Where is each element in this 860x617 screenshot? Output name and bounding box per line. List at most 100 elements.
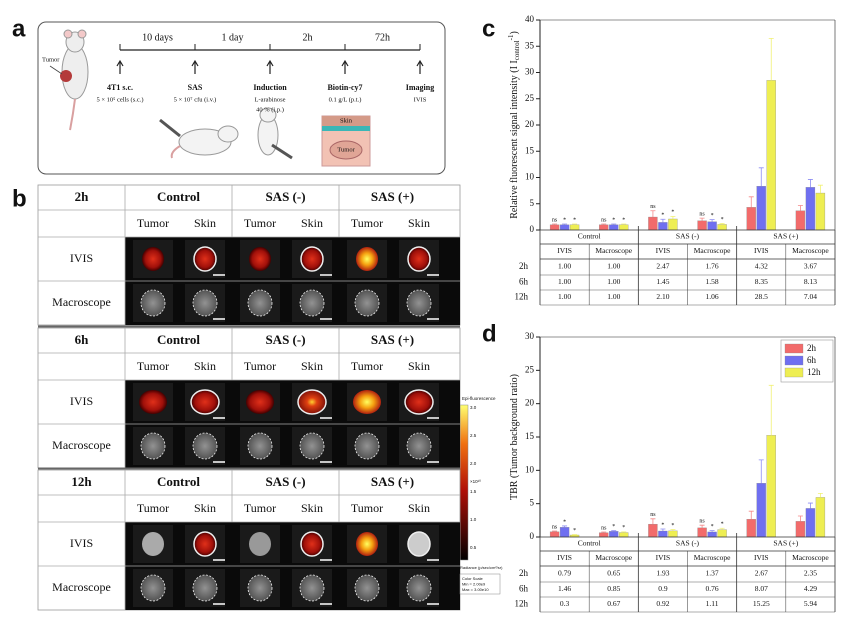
bar xyxy=(549,531,560,538)
table-cell: 0.79 xyxy=(558,569,571,578)
table-header: Macroscope xyxy=(694,553,731,562)
significance: * xyxy=(573,217,576,223)
table-row-label: 12h xyxy=(515,599,529,609)
significance: ns xyxy=(650,204,656,210)
macroscope-tissue xyxy=(247,432,273,460)
column-label: Skin xyxy=(408,216,430,230)
row-label: IVIS xyxy=(70,394,93,408)
legend-label: 6h xyxy=(807,355,817,365)
table-cell: 5.94 xyxy=(804,599,817,608)
error-bar xyxy=(601,531,607,533)
table-group: Control xyxy=(578,232,601,241)
colorbar-scale: Min = 2.00e9 xyxy=(462,582,486,587)
table-cell: 8.35 xyxy=(755,277,768,286)
error-bar xyxy=(768,384,774,436)
bar xyxy=(795,210,806,231)
mouse-label: Tumor xyxy=(42,56,60,63)
error-bar xyxy=(650,210,656,218)
macroscope-tissue xyxy=(140,574,166,602)
table-header: Macroscope xyxy=(595,553,632,562)
ivis-signal xyxy=(356,247,378,271)
colorbar-box xyxy=(459,573,501,595)
step-title: Biotin-cy7 xyxy=(327,83,362,92)
bar xyxy=(559,224,570,231)
significance: * xyxy=(711,524,714,530)
y-tick-label: 10 xyxy=(525,464,535,474)
error-bar xyxy=(572,223,578,225)
colorbar-scale: Color Scale xyxy=(462,576,483,581)
colorbar-tick: 3.0 xyxy=(470,405,477,410)
step-detail: L-arabinose xyxy=(254,96,285,103)
step-detail: 5 × 10⁵ cells (s.c.) xyxy=(96,96,143,103)
table-group: SAS (-) xyxy=(676,232,700,241)
table-cell: 15.25 xyxy=(753,599,770,608)
group-label: Control xyxy=(157,474,200,489)
group-label: SAS (+) xyxy=(371,332,414,347)
error-bar xyxy=(552,530,558,532)
table-header: Macroscope xyxy=(595,246,632,255)
column-label: Tumor xyxy=(351,216,383,230)
bar xyxy=(707,221,717,231)
bar xyxy=(746,519,756,538)
column-label: Skin xyxy=(194,359,216,373)
ivis-signal xyxy=(193,531,217,557)
column-label: Tumor xyxy=(137,359,169,373)
error-bar xyxy=(719,527,725,530)
bar xyxy=(609,224,619,231)
error-bar xyxy=(709,530,715,532)
error-bar xyxy=(650,518,656,525)
arrow xyxy=(266,59,274,74)
error-bar xyxy=(748,196,754,208)
row-label: IVIS xyxy=(70,536,93,550)
y-axis-label-part: TBR (Tumor background ratio) xyxy=(509,374,520,500)
column-label: Tumor xyxy=(351,359,383,373)
error-bar xyxy=(670,529,676,531)
bar xyxy=(559,527,570,538)
time-label: 2h xyxy=(75,189,90,204)
error-bar xyxy=(660,218,666,223)
bar xyxy=(746,207,756,231)
error-bar xyxy=(562,223,568,225)
mouse-injection xyxy=(159,118,239,159)
ivis-signal xyxy=(353,390,381,414)
skin-label: Tumor xyxy=(337,146,355,153)
error-bar xyxy=(797,205,803,211)
error-bar xyxy=(611,530,617,532)
table-cell: 1.00 xyxy=(607,262,620,271)
bar xyxy=(766,435,776,538)
table-header: Macroscope xyxy=(694,246,731,255)
bar xyxy=(609,531,619,538)
bar xyxy=(795,521,806,538)
legend-swatch xyxy=(784,355,804,366)
table-cell: 1.93 xyxy=(656,569,669,578)
column-label: Skin xyxy=(194,216,216,230)
y-tick-label: 5 xyxy=(530,198,535,208)
y-tick-label: 0 xyxy=(530,531,535,541)
macroscope-tissue xyxy=(247,289,273,317)
table-cell: 1.00 xyxy=(607,277,620,286)
significance: * xyxy=(563,217,566,223)
interval-label: 72h xyxy=(375,32,390,43)
bar xyxy=(717,529,727,538)
table-cell: 4.29 xyxy=(804,584,817,593)
ivis-signal xyxy=(300,246,324,272)
arrow xyxy=(116,59,124,74)
bar xyxy=(717,224,727,231)
table-row-label: 6h xyxy=(519,584,529,594)
error-bar xyxy=(817,184,823,194)
table-header: IVIS xyxy=(557,246,572,255)
table-cell: 1.00 xyxy=(607,292,620,301)
macroscope-tissue xyxy=(140,432,166,460)
panel-label: d xyxy=(482,320,497,347)
ivis-signal xyxy=(249,247,271,271)
error-bar xyxy=(562,525,568,528)
table-cell: 2.67 xyxy=(755,569,768,578)
significance: * xyxy=(563,519,566,525)
colorbar-tick: 2.0 xyxy=(470,461,477,466)
error-bar xyxy=(807,179,813,188)
colorbar-tick: 2.5 xyxy=(470,433,477,438)
ivis-signal xyxy=(142,532,164,556)
macroscope-tissue xyxy=(354,289,380,317)
table-header: Macroscope xyxy=(792,246,829,255)
